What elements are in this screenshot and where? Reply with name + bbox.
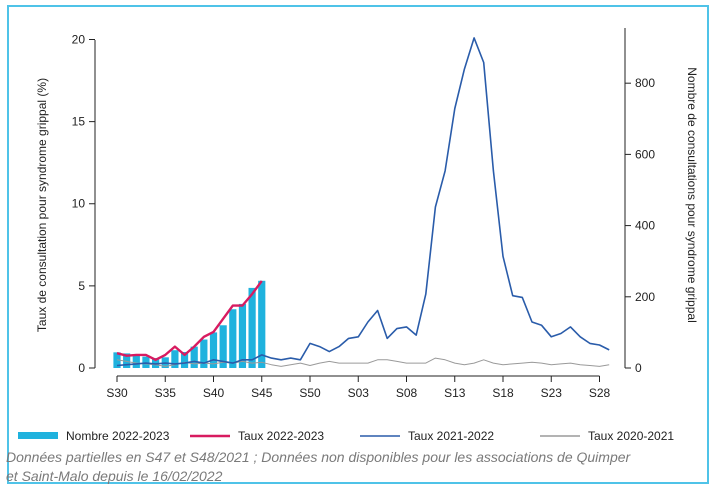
legend-label: Taux 2020-2021 (588, 429, 674, 443)
legend-label: Taux 2021-2022 (408, 429, 494, 443)
bar (258, 280, 266, 368)
y-right-tick-label: 0 (635, 361, 642, 375)
x-tick-label: S18 (492, 386, 514, 400)
note-line-2: et Saint-Malo depuis le 16/02/2022 (6, 468, 223, 484)
y-left-tick-label: 5 (78, 279, 85, 293)
legend-label: Nombre 2022-2023 (66, 429, 170, 443)
y-left-tick-label: 0 (78, 361, 85, 375)
legend-swatch-bar (18, 432, 58, 439)
x-tick-label: S23 (541, 386, 563, 400)
y-left-tick-label: 20 (72, 32, 86, 46)
chart-frame (7, 5, 709, 484)
x-tick-label: S13 (444, 386, 466, 400)
y-right-tick-label: 800 (635, 76, 655, 90)
y-left-tick-label: 10 (72, 197, 86, 211)
chart-note: Données partielles en S47 et S48/2021 ; … (6, 448, 712, 486)
bar (171, 350, 179, 368)
x-tick-label: S30 (106, 386, 128, 400)
y-left-axis-title: Taux de consultation pour syndrome gripp… (35, 78, 49, 332)
bar (190, 346, 198, 368)
bar (219, 325, 227, 368)
y-right-tick-label: 200 (635, 290, 655, 304)
series-line-2021-2022 (116, 37, 610, 367)
note-line-1: Données partielles en S47 et S48/2021 ; … (6, 449, 631, 465)
y-right-tick-label: 600 (635, 147, 655, 161)
bar (209, 332, 218, 368)
x-tick-label: S50 (299, 386, 321, 400)
bar (248, 287, 256, 368)
series-line-2022-2023 (116, 280, 263, 361)
y-right-axis-title: Nombre de consultations pour syndrome gr… (685, 67, 699, 322)
legend-label: Taux 2022-2023 (238, 429, 324, 443)
x-tick-label: S45 (251, 386, 273, 400)
x-tick-label: S35 (155, 386, 177, 400)
series-line-2020-2021 (116, 357, 610, 367)
bar (152, 358, 160, 368)
x-tick-label: S28 (589, 386, 611, 400)
x-tick-label: S08 (396, 386, 418, 400)
bar (229, 309, 237, 368)
bar (132, 355, 140, 368)
bar (180, 351, 189, 368)
bar (238, 303, 247, 368)
x-tick-label: S40 (203, 386, 225, 400)
y-right-tick-label: 400 (635, 219, 655, 233)
x-tick-label: S03 (348, 386, 370, 400)
bar (123, 353, 131, 368)
bar (200, 339, 208, 368)
y-left-tick-label: 15 (72, 115, 86, 129)
